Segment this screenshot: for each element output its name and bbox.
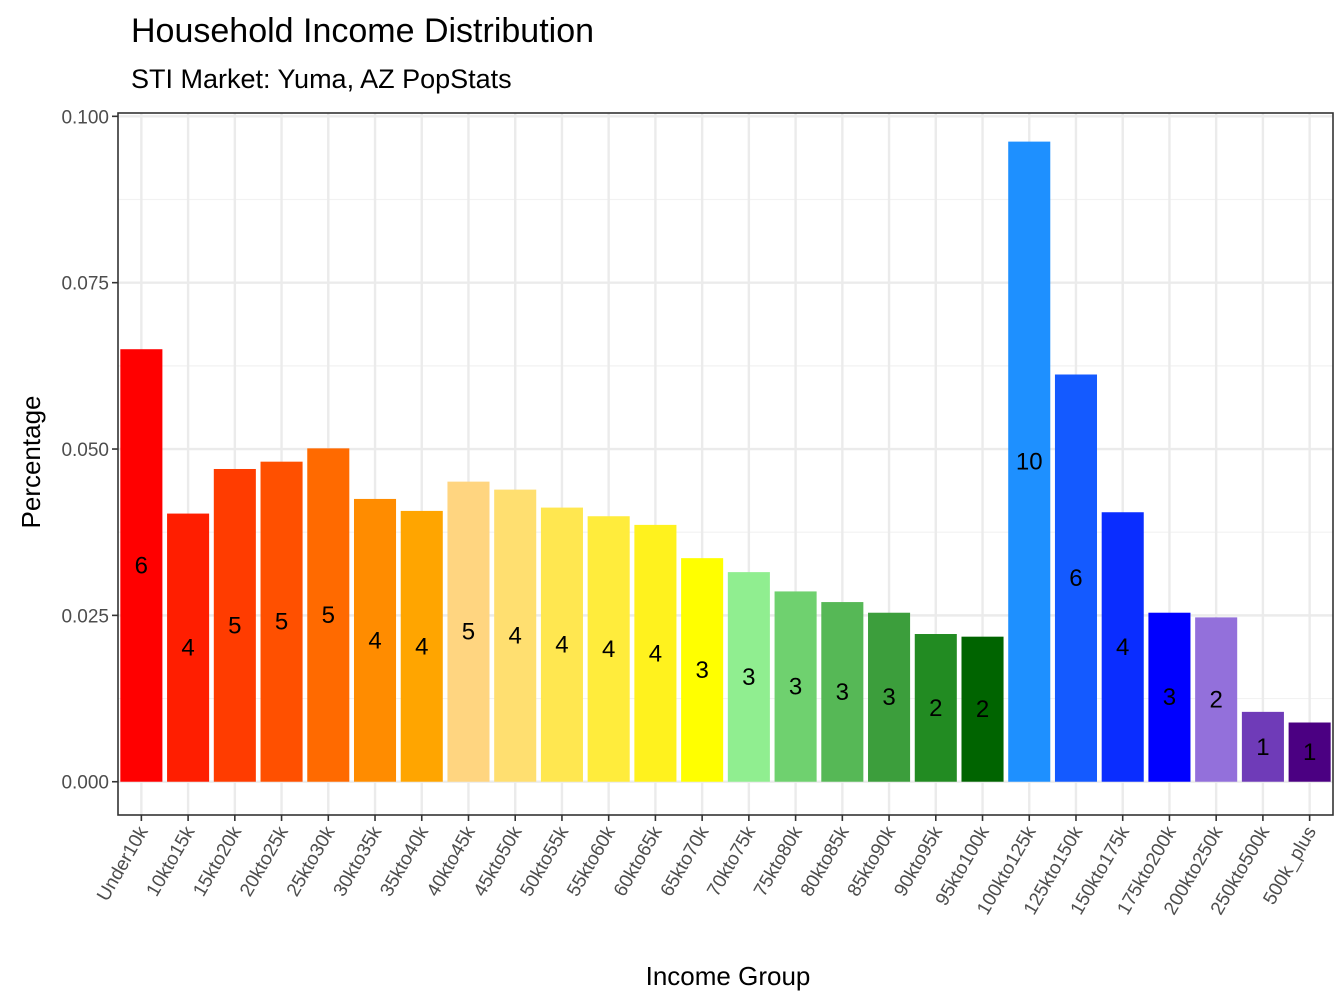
bar-125kto150k <box>1054 374 1098 782</box>
y-tick-label: 0.025 <box>61 606 109 627</box>
bar-value-label: 4 <box>415 633 428 660</box>
bars <box>120 141 1331 782</box>
bar-150kto175k <box>1101 512 1144 782</box>
bar-35kto40k <box>400 510 443 782</box>
y-tick-label: 0.075 <box>61 274 109 295</box>
bar-value-label: 2 <box>976 696 989 723</box>
bar-65kto70k <box>681 558 724 782</box>
bar-90kto95k <box>914 634 957 782</box>
bar-60kto65k <box>634 524 677 782</box>
bar-value-label: 3 <box>789 674 802 701</box>
bar-value-label: 1 <box>1256 734 1269 761</box>
x-axis-title: Income Group <box>646 961 811 991</box>
bar-value-label: 3 <box>836 679 849 706</box>
bar-85kto90k <box>868 612 911 782</box>
bar-70kto75k <box>727 572 770 782</box>
y-tick-label: 0.000 <box>61 773 109 794</box>
bar-75kto80k <box>774 591 817 782</box>
bar-value-label: 3 <box>882 684 895 711</box>
bar-500k_plus <box>1288 722 1331 782</box>
x-tick-label: Under10k <box>93 823 153 905</box>
bar-value-label: 3 <box>1163 684 1176 711</box>
bar-10kto15k <box>167 513 210 782</box>
bar-value-label: 5 <box>275 609 288 636</box>
bar-value-label: 4 <box>1116 634 1129 661</box>
bar-value-label: 6 <box>1069 565 1082 592</box>
bar-45kto50k <box>494 489 537 782</box>
x-axis: Under10k10kto15k15kto20k20kto25k25kto30k… <box>93 815 1321 919</box>
bar-20kto25k <box>260 461 303 782</box>
bar-value-label: 3 <box>695 657 708 684</box>
y-axis: 0.000 0.025 0.050 0.075 0.100 <box>61 107 118 794</box>
chart-subtitle: STI Market: Yuma, AZ PopStats <box>131 64 512 94</box>
bar-value-label: 5 <box>228 612 241 639</box>
bar-value-label: 3 <box>742 664 755 691</box>
bar-50kto55k <box>540 507 583 782</box>
bar-100kto125k <box>1008 141 1051 782</box>
bar-250kto500k <box>1241 711 1284 782</box>
bar-value-label: 2 <box>929 695 942 722</box>
bar-15kto20k <box>213 468 256 782</box>
y-tick-label: 0.050 <box>61 440 109 461</box>
bar-95kto100k <box>961 636 1004 782</box>
bar-value-label: 5 <box>462 619 475 646</box>
y-tick-label: 0.100 <box>61 107 109 128</box>
bar-value-label: 2 <box>1209 687 1222 714</box>
bar-value-label: 4 <box>555 632 568 659</box>
bar-200kto250k <box>1195 617 1238 782</box>
bar-55kto60k <box>587 516 630 782</box>
bar-value-label: 10 <box>1016 449 1043 476</box>
panel-border <box>117 112 1334 816</box>
y-axis-title: Percentage <box>16 396 46 529</box>
bar-value-label: 4 <box>181 635 194 662</box>
bar-Under10k <box>120 349 163 782</box>
bar-value-label: 4 <box>602 636 615 663</box>
bar-value-label: 4 <box>509 623 522 650</box>
bar-25kto30k <box>307 448 350 782</box>
bar-value-label: 4 <box>368 627 381 654</box>
bar-80kto85k <box>821 602 864 782</box>
bar-value-label: 6 <box>135 552 148 579</box>
bar-40kto45k <box>447 481 490 782</box>
bar-30kto35k <box>353 498 397 782</box>
bar-labels: 6 4 5 5 5 4 4 5 4 4 4 4 3 3 3 3 3 2 2 10 6 4 3 2 1 1 <box>135 449 1317 766</box>
bar-175kto200k <box>1148 612 1191 782</box>
bar-value-label: 5 <box>322 602 335 629</box>
bar-value-label: 1 <box>1303 739 1316 766</box>
bar-value-label: 4 <box>649 640 662 667</box>
chart-title: Household Income Distribution <box>131 12 595 50</box>
